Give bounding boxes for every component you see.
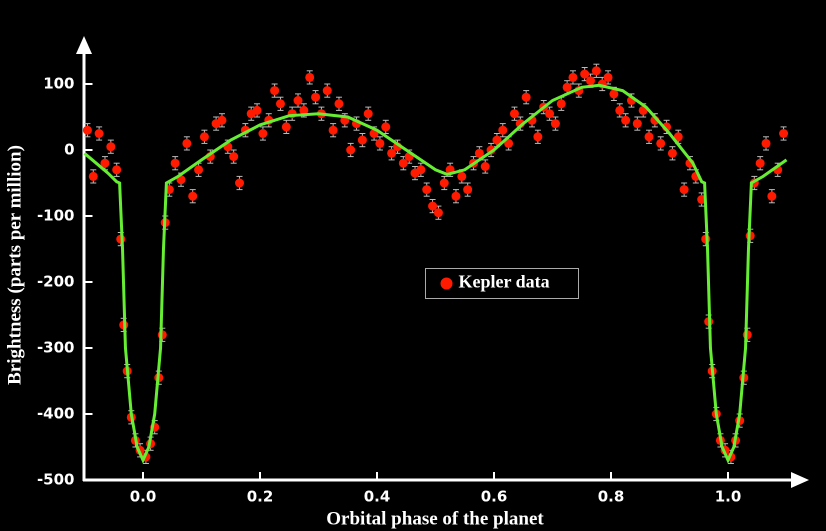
data-point — [586, 76, 596, 86]
data-point — [755, 158, 765, 168]
data-point — [580, 69, 590, 79]
data-point — [422, 185, 432, 195]
data-point — [504, 138, 514, 148]
data-point — [88, 171, 98, 181]
data-point — [281, 122, 291, 132]
data-point — [761, 138, 771, 148]
x-tick-label: 0.4 — [364, 488, 391, 506]
data-point — [252, 105, 262, 115]
data-point — [521, 92, 531, 102]
data-point — [82, 125, 92, 135]
y-tick-label: -200 — [37, 273, 75, 291]
data-point — [170, 158, 180, 168]
y-tick-label: -500 — [37, 471, 75, 489]
data-point — [779, 129, 789, 138]
data-point — [644, 132, 654, 142]
data-point — [679, 185, 689, 195]
y-tick-label: 100 — [43, 75, 74, 93]
data-point — [615, 105, 625, 115]
data-point — [270, 86, 280, 96]
data-point — [609, 89, 619, 99]
data-point — [603, 72, 613, 82]
data-point — [416, 165, 426, 175]
plot-area — [82, 63, 789, 464]
data-point — [451, 191, 461, 201]
data-point — [492, 135, 502, 145]
data-point — [334, 99, 344, 109]
data-point — [387, 148, 397, 158]
data-point — [621, 115, 631, 125]
data-point — [767, 191, 777, 201]
data-point — [673, 132, 683, 142]
data-point — [509, 109, 519, 119]
data-point — [112, 165, 122, 175]
data-point — [398, 158, 408, 168]
data-point — [182, 138, 192, 148]
data-point — [375, 138, 385, 148]
data-point — [346, 145, 356, 155]
y-tick-label: -300 — [37, 339, 75, 357]
data-point — [550, 119, 560, 129]
data-point — [562, 82, 572, 92]
data-point — [433, 208, 443, 218]
data-point — [568, 72, 578, 82]
legend-label: Kepler data — [459, 272, 550, 292]
data-point — [217, 115, 227, 125]
data-point — [305, 72, 315, 82]
data-point — [480, 162, 490, 171]
data-point — [474, 148, 484, 158]
y-tick-label: -400 — [37, 405, 75, 423]
data-point — [188, 191, 198, 201]
data-point — [258, 129, 268, 138]
data-point — [381, 122, 391, 132]
x-tick-label: 0.2 — [247, 488, 274, 506]
data-point — [275, 99, 285, 109]
data-point — [199, 132, 209, 142]
data-point — [311, 92, 321, 102]
data-point — [363, 109, 373, 119]
data-point — [194, 165, 204, 175]
x-tick-label: 0.0 — [130, 488, 157, 506]
data-point — [498, 125, 508, 135]
data-point — [299, 105, 309, 115]
data-point — [357, 135, 367, 145]
data-point — [656, 138, 666, 148]
data-point — [293, 96, 303, 105]
data-point — [533, 132, 543, 142]
data-point — [94, 129, 104, 138]
x-axis-title: Orbital phase of the planet — [326, 508, 544, 529]
data-point — [100, 158, 110, 168]
data-point — [457, 171, 467, 181]
data-point — [439, 178, 449, 188]
data-point — [428, 201, 438, 211]
model-line — [83, 83, 788, 464]
x-axis-arrow — [791, 472, 809, 488]
legend-marker — [440, 277, 453, 290]
data-point — [545, 109, 555, 119]
data-point — [591, 66, 601, 76]
data-point — [632, 119, 642, 129]
data-point — [328, 125, 338, 135]
data-point — [235, 178, 245, 188]
x-tick-label: 0.6 — [481, 488, 508, 506]
x-tick-label: 0.8 — [598, 488, 625, 506]
y-axis-title: Brightness (parts per million) — [4, 145, 25, 385]
data-point — [463, 185, 473, 195]
y-axis-arrow — [76, 36, 92, 54]
data-point — [667, 148, 677, 158]
x-tick-label: 1.0 — [715, 488, 742, 506]
data-point — [556, 99, 566, 109]
data-point — [322, 86, 332, 96]
data-point — [106, 142, 116, 152]
data-point — [229, 152, 239, 162]
y-tick-label: -100 — [37, 207, 75, 225]
y-tick-label: 0 — [64, 141, 74, 159]
